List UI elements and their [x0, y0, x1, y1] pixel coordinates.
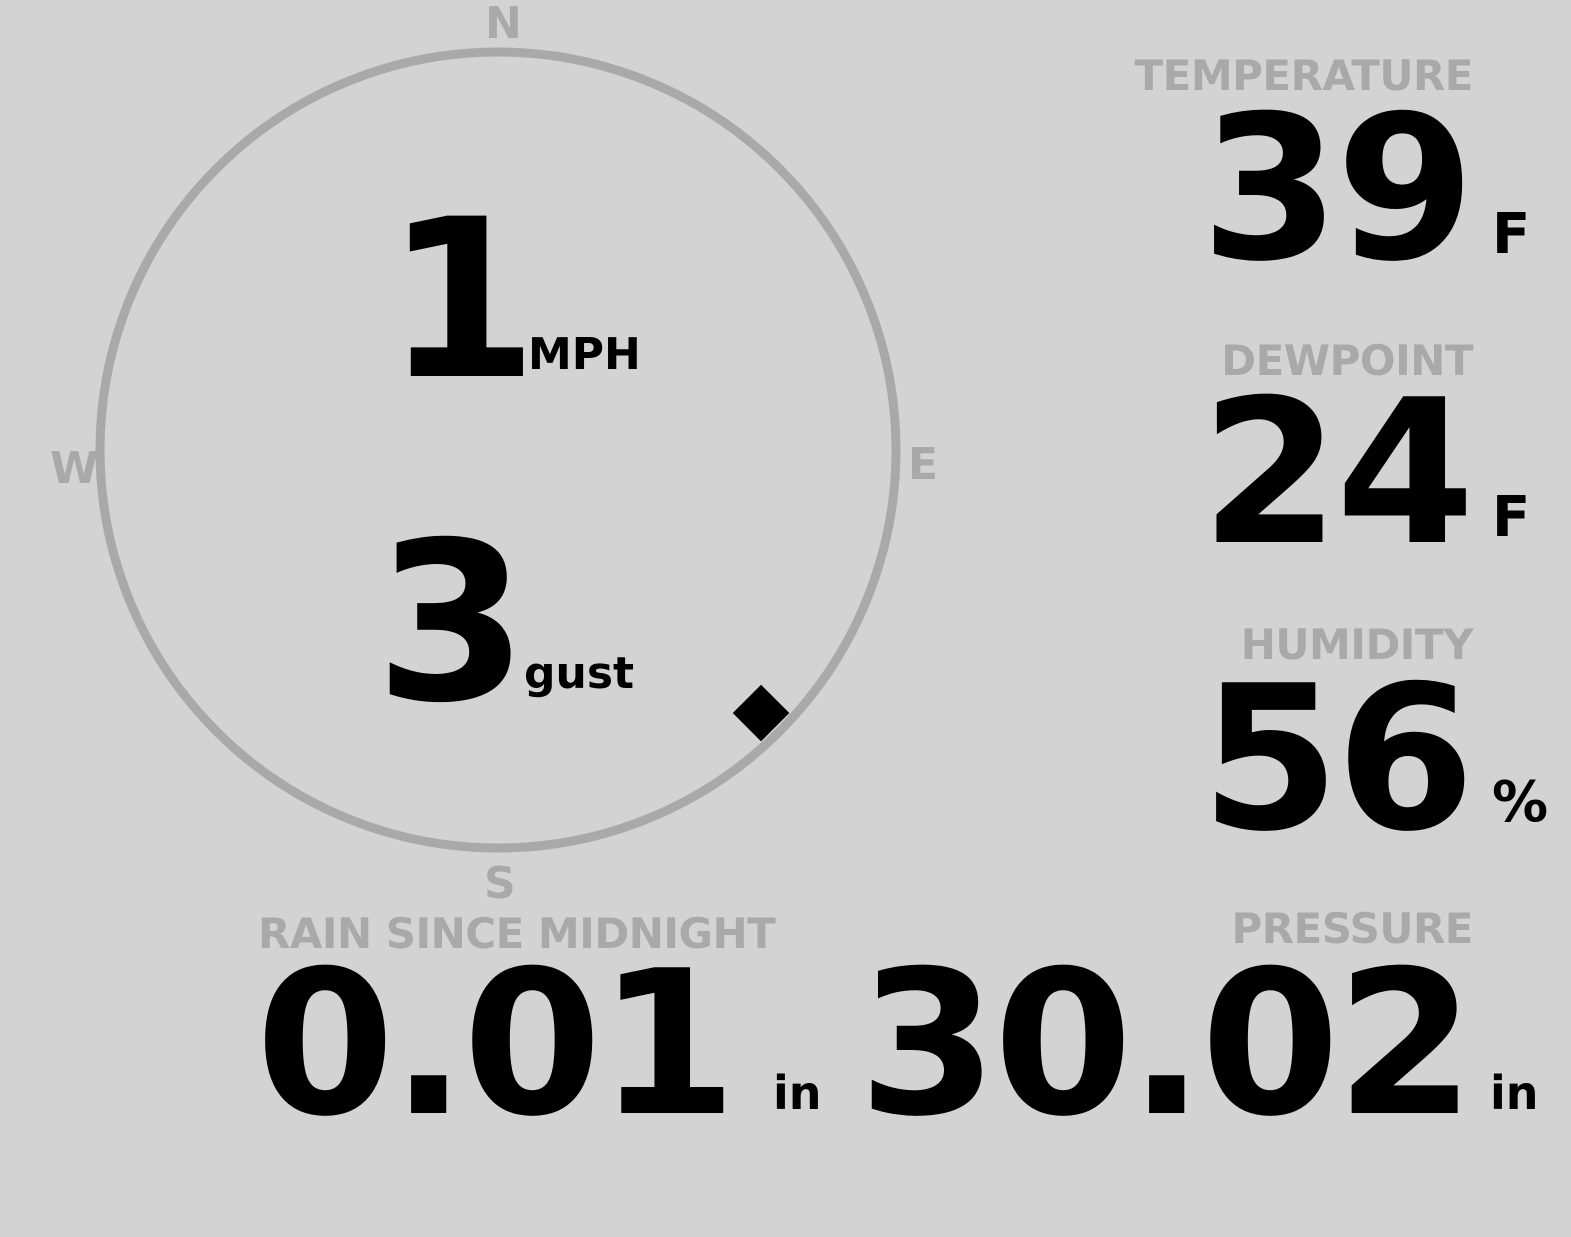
- wind-gust-value: 3: [375, 495, 528, 751]
- rain-value: 0.01: [255, 928, 737, 1161]
- rain-label: RAIN SINCE MIDNIGHT: [258, 909, 776, 958]
- rain-unit: in: [773, 1066, 822, 1120]
- humidity-label: HUMIDITY: [1240, 620, 1474, 669]
- dewpoint-value: 24: [1200, 357, 1475, 590]
- dewpoint-unit: F: [1492, 485, 1531, 550]
- compass-east: E: [908, 439, 939, 490]
- wind-speed-value: 1: [385, 172, 538, 428]
- pressure-value: 30.02: [858, 928, 1475, 1161]
- humidity-value: 56: [1200, 643, 1475, 876]
- compass-west: W: [50, 443, 99, 494]
- humidity-unit: %: [1492, 770, 1549, 835]
- compass-north: N: [485, 0, 522, 49]
- compass-ring: [95, 47, 901, 853]
- temperature-unit: F: [1492, 202, 1531, 267]
- pressure-unit: in: [1490, 1066, 1539, 1120]
- dewpoint-label: DEWPOINT: [1221, 336, 1473, 385]
- wind-gust-label: gust: [524, 648, 635, 699]
- temperature-label: TEMPERATURE: [1134, 51, 1474, 100]
- pressure-label: PRESSURE: [1231, 904, 1473, 953]
- temperature-value: 39: [1200, 73, 1475, 306]
- compass-south: S: [484, 858, 516, 909]
- wind-speed-unit: MPH: [528, 329, 641, 380]
